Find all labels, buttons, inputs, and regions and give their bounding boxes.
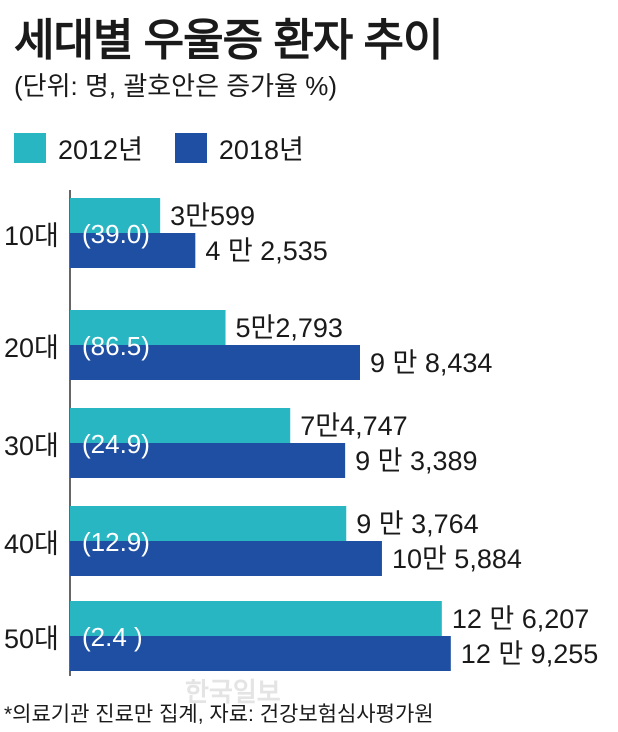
legend-item-2012: 2012년 bbox=[14, 128, 143, 167]
bar-2018 bbox=[70, 541, 382, 576]
value-label: 9 만 8,434 bbox=[370, 348, 492, 378]
category-label: 50대 bbox=[4, 624, 59, 654]
chart-subtitle: (단위: 명, 괄호안은 증가율 %) bbox=[14, 71, 337, 101]
bar-2012 bbox=[70, 198, 161, 233]
chart-title: 세대별 우울증 환자 추이 bbox=[14, 16, 443, 65]
growth-label: (24.9) bbox=[82, 429, 150, 459]
bar-2018 bbox=[70, 233, 196, 268]
bar-2012 bbox=[70, 408, 291, 443]
value-label: 3만599 bbox=[170, 201, 255, 231]
value-label: 7만4,747 bbox=[300, 411, 407, 441]
footnote: *의료기관 진료만 집계, 자료: 건강보험심사평가원 bbox=[4, 703, 434, 726]
value-label: 12 만 9,255 bbox=[461, 639, 598, 669]
growth-label: (12.9) bbox=[82, 527, 150, 557]
bar-2012 bbox=[70, 310, 226, 345]
value-label: 4 만 2,535 bbox=[205, 236, 327, 266]
legend-swatch-2018 bbox=[174, 132, 207, 163]
value-label: 9 만 3,389 bbox=[355, 446, 477, 476]
value-label: 12 만 6,207 bbox=[452, 604, 589, 634]
legend-swatch-2012 bbox=[14, 132, 46, 163]
category-label: 30대 bbox=[4, 431, 59, 461]
watermark-logo: 한국일보 bbox=[185, 677, 281, 707]
legend-label-2012: 2012년 bbox=[58, 135, 143, 165]
growth-label: (39.0) bbox=[82, 219, 150, 249]
bar-2018 bbox=[70, 636, 451, 671]
bar-2018 bbox=[70, 443, 346, 478]
category-label: 40대 bbox=[4, 529, 59, 559]
growth-label: (2.4 ) bbox=[82, 622, 143, 652]
bar-2012 bbox=[70, 506, 347, 541]
category-label: 10대 bbox=[4, 221, 59, 251]
bar-2012 bbox=[70, 601, 442, 636]
growth-label: (86.5) bbox=[82, 331, 150, 361]
value-label: 5만2,793 bbox=[236, 313, 343, 343]
value-label: 9 만 3,764 bbox=[356, 509, 478, 539]
legend: 2012년 2018년 bbox=[14, 128, 326, 167]
legend-label-2018: 2018년 bbox=[218, 135, 304, 165]
bar-2018 bbox=[70, 345, 361, 380]
category-label: 20대 bbox=[4, 333, 59, 363]
value-label: 10만 5,884 bbox=[392, 544, 522, 574]
legend-item-2018: 2018년 bbox=[174, 128, 304, 167]
